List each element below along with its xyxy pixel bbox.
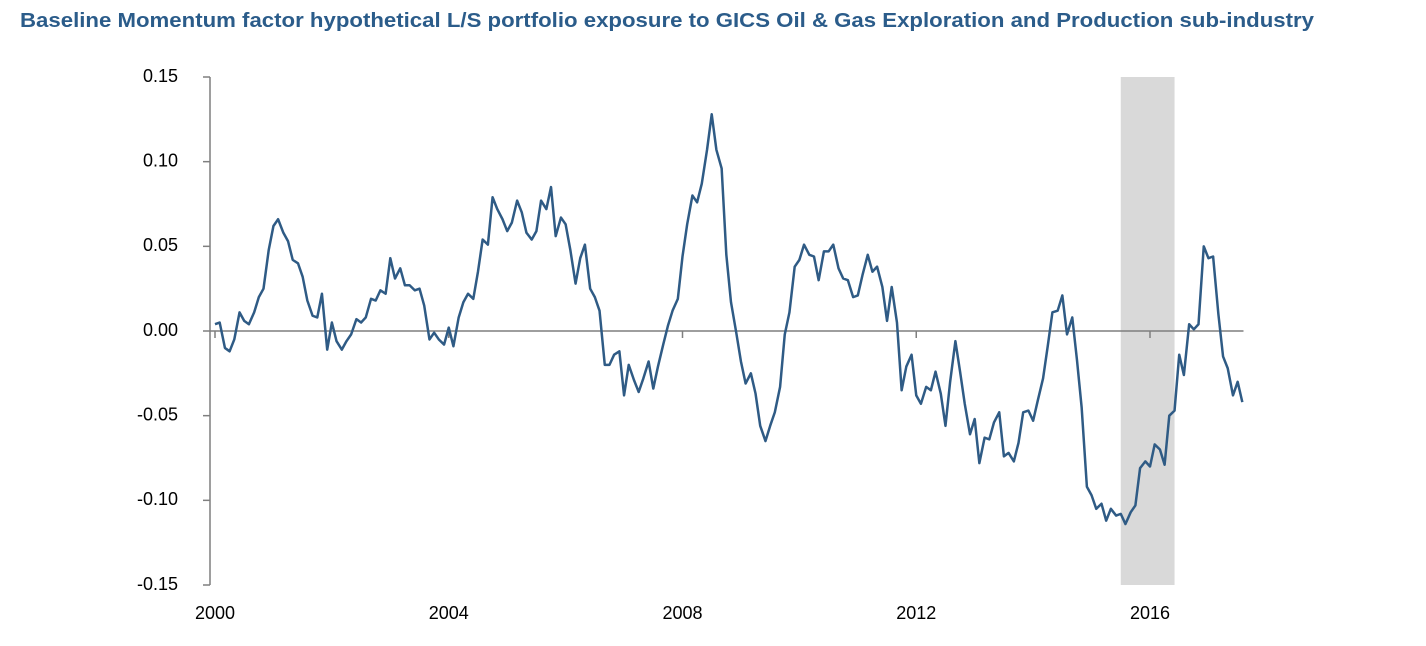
x-tick-label: 2000 [195,603,235,623]
x-tick-label: 2008 [662,603,702,623]
x-tick-label: 2016 [1130,603,1170,623]
y-tick-label: -0.05 [137,404,178,424]
y-tick-label: 0.05 [143,235,178,255]
y-tick-label: 0.10 [143,150,178,170]
y-tick-label: 0.00 [143,320,178,340]
chart-title: Baseline Momentum factor hypothetical L/… [20,10,1315,32]
y-tick-label: 0.15 [143,66,178,86]
y-tick-label: -0.10 [137,489,178,509]
data-line [214,113,1244,526]
x-tick-label: 2012 [896,603,936,623]
y-tick-label: -0.15 [137,574,178,594]
x-tick-label: 2004 [429,603,469,623]
